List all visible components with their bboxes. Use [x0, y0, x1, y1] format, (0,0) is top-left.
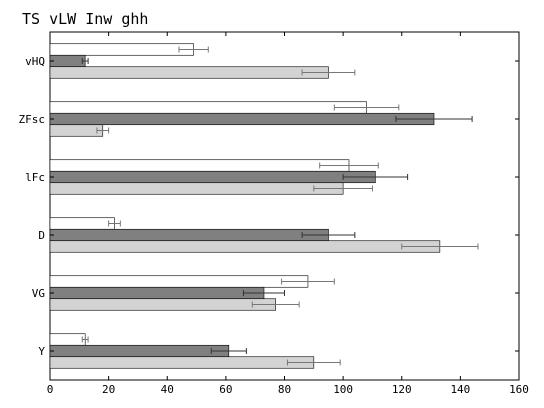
bar — [49, 43, 194, 56]
x-tick-label: 120 — [392, 383, 412, 396]
x-tick-label: 60 — [219, 383, 232, 396]
bar — [49, 298, 277, 311]
bar — [49, 217, 115, 230]
y-tick-label: lFc — [25, 171, 45, 184]
bar — [49, 356, 315, 369]
x-axis: 0 20 40 60 80 100 120 140 160 — [47, 32, 529, 396]
x-tick-label: 140 — [450, 383, 470, 396]
bar — [49, 159, 350, 172]
x-tick-label: 160 — [509, 383, 529, 396]
bar — [49, 182, 344, 195]
x-tick-label: 0 — [47, 383, 54, 396]
y-tick-label: VG — [32, 287, 45, 300]
bar — [49, 112, 435, 126]
bar — [49, 333, 86, 346]
x-tick-label: 80 — [278, 383, 291, 396]
bar-layer — [49, 43, 441, 369]
y-axis: vHQ ZFsc lFc D VG Y — [19, 55, 519, 358]
bar — [49, 66, 329, 79]
bar — [49, 170, 376, 184]
y-tick-label: Y — [38, 345, 45, 358]
plot-area — [49, 31, 520, 381]
y-tick-label: D — [38, 229, 45, 242]
x-tick-label: 100 — [333, 383, 353, 396]
bar — [49, 228, 329, 242]
bar — [49, 124, 104, 137]
y-tick-label: ZFsc — [19, 113, 46, 126]
bar — [49, 240, 441, 253]
bar — [49, 101, 367, 114]
error-bar-layer — [81, 46, 479, 366]
x-tick-label: 20 — [102, 383, 115, 396]
x-tick-label: 40 — [161, 383, 174, 396]
bar — [49, 286, 265, 300]
bar — [49, 344, 230, 358]
chart-title: TS vLW Inw ghh — [22, 10, 148, 28]
bar — [49, 275, 309, 288]
bar — [49, 54, 86, 68]
y-tick-label: vHQ — [25, 55, 45, 68]
